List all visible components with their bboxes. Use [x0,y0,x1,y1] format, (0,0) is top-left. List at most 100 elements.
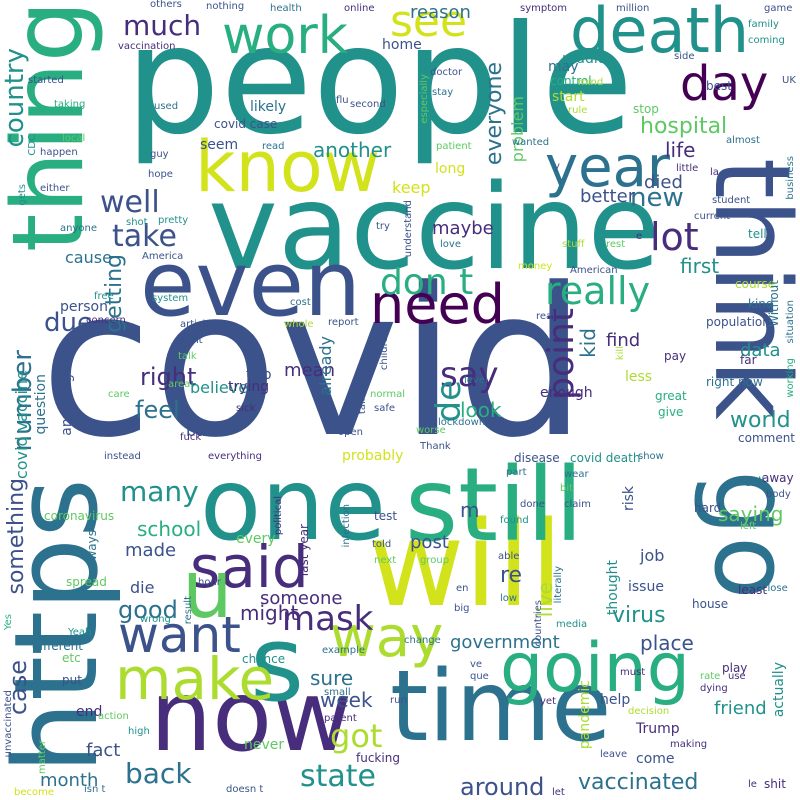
word: run [390,695,407,706]
word: fuck [180,432,202,443]
word: best [706,79,732,93]
word: second [350,99,386,110]
word: re [500,563,523,588]
word: en [456,583,469,594]
word: month [40,770,99,791]
word: death [570,0,750,67]
word: taking [54,99,86,110]
word: bad [186,421,217,440]
word: UK [782,75,796,86]
word: shit [764,777,786,791]
word: able [498,551,520,562]
word: something [4,478,29,595]
word: u [182,543,233,636]
word: health [270,3,302,14]
word: coronavirus [44,509,115,523]
word: start [552,89,585,105]
word: local [62,133,86,144]
word: different [32,639,83,653]
word: system [152,293,189,304]
word: try [376,221,390,232]
word: Without [767,280,781,327]
word: cost [290,297,311,308]
word: million [616,3,650,14]
word: week [320,688,373,712]
word: vaccination [118,41,176,52]
word: kid [576,328,600,358]
word: pretty [158,215,189,226]
word: business [785,156,796,200]
word: m [460,498,480,522]
word: almost [726,135,760,146]
word: time [390,650,612,764]
word: result [183,596,194,625]
word: believe [190,378,249,397]
word: course [735,277,776,291]
word: yet [540,696,556,707]
word: Thank [420,441,451,452]
word: talking [357,380,368,415]
word: report [328,317,359,328]
word: matter [37,740,48,774]
word: close [762,583,788,594]
word: use [728,671,746,682]
word: lot [650,215,699,259]
word: hard [694,501,722,515]
word: went [178,335,203,346]
word: instead [104,451,141,462]
word: due [44,308,93,338]
word: understand [403,200,414,258]
word: mean [284,360,336,381]
word: pay [664,349,687,363]
word: CDC [27,134,38,156]
word: give [658,405,684,419]
word: told [372,539,392,550]
word: really [545,269,651,313]
word: area [168,379,191,390]
word: symptom [520,3,567,14]
word: keep [392,178,431,197]
word: will [368,495,563,633]
word: hospital [640,114,728,139]
word: people [125,0,634,168]
word: show [638,451,664,462]
word: lockdown [438,417,486,428]
word: question [33,374,49,435]
word: put [62,673,82,687]
word: covid death [570,451,641,465]
word: vaccine [208,158,661,296]
word: hour [198,577,221,588]
word: especially [419,74,430,124]
word: Yeah [68,627,92,638]
word: low [500,593,518,604]
word: started [28,75,64,86]
word: always [85,530,99,572]
word: fact [86,740,121,761]
word: probably [342,448,404,464]
word: wear [564,469,589,480]
word: leave [600,749,628,760]
word: done [520,499,545,510]
word: reddit [562,51,604,67]
word: want [118,606,241,664]
word: year [545,135,670,200]
word: ve [470,659,483,670]
word: long [435,161,466,177]
word: someone [260,588,343,609]
word: died [644,172,683,193]
word: first [680,254,720,278]
word: issue [628,579,664,595]
word: literally [553,566,564,604]
word: may [548,59,579,75]
word: even [140,232,362,337]
word: Trump [636,721,680,737]
word: don t [380,262,474,303]
word: free [94,291,114,302]
word: say [440,355,499,395]
word: many [120,475,199,508]
word: said [190,533,309,601]
word: great [655,389,687,403]
word: money [518,261,553,272]
word: person [60,299,108,315]
